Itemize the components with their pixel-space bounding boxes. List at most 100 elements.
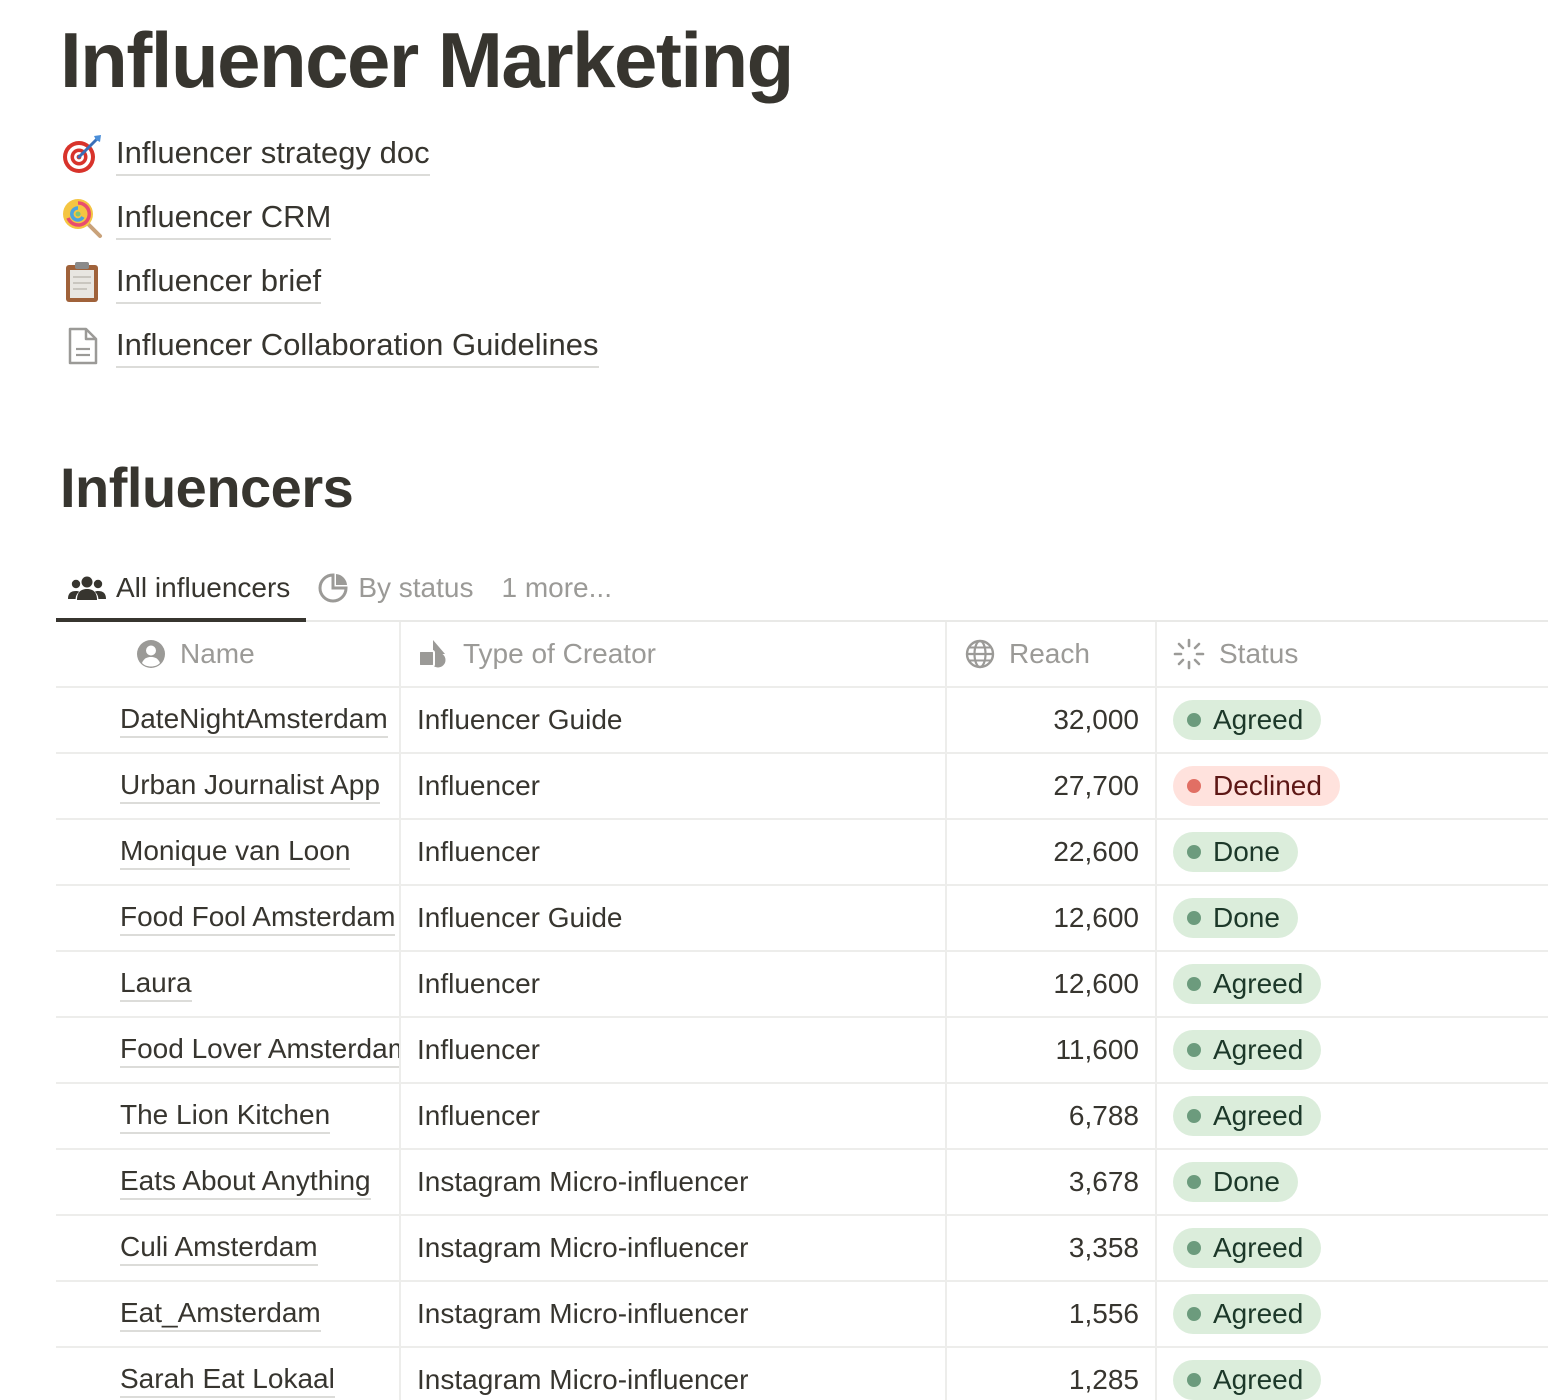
cell-reach[interactable]: 3,678 [947, 1150, 1157, 1214]
status-label: Agreed [1213, 1364, 1304, 1395]
cell-type-of-creator[interactable]: Instagram Micro-influencer [401, 1348, 947, 1400]
page-link-strategy-doc[interactable]: Influencer strategy doc [60, 122, 960, 186]
table-row[interactable]: Eats About Anything Instagram Micro-influ… [56, 1150, 1548, 1216]
status-badge[interactable]: Agreed [1173, 1030, 1322, 1070]
table-row[interactable]: Culi Amsterdam Instagram Micro-influencer… [56, 1216, 1548, 1282]
tab-more-views[interactable]: 1 more... [489, 556, 627, 620]
tab-all-influencers[interactable]: All influencers [56, 556, 307, 622]
cell-name[interactable]: The Lion Kitchen [56, 1084, 401, 1148]
creator-type-value: Instagram Micro-influencer [417, 1298, 749, 1329]
cell-name[interactable]: Eats About Anything [56, 1150, 401, 1214]
table-row[interactable]: Urban Journalist App Influencer 27,700 Decl… [56, 754, 1548, 820]
cell-status[interactable]: Agreed [1157, 1018, 1548, 1082]
cell-status[interactable]: Agreed [1157, 1084, 1548, 1148]
influencer-name-link[interactable]: Culi Amsterdam [120, 1230, 318, 1266]
cell-type-of-creator[interactable]: Influencer [401, 952, 947, 1016]
influencer-name-link[interactable]: Sarah Eat Lokaal [120, 1362, 335, 1398]
influencer-name-link[interactable]: Urban Journalist App [120, 768, 380, 804]
cell-status[interactable]: Agreed [1157, 688, 1548, 752]
cell-reach[interactable]: 6,788 [947, 1084, 1157, 1148]
database-title: Influencers [60, 456, 354, 519]
status-badge[interactable]: Agreed [1173, 1294, 1322, 1334]
influencer-name-link[interactable]: Eats About Anything [120, 1164, 371, 1200]
cell-type-of-creator[interactable]: Influencer [401, 1084, 947, 1148]
table-row[interactable]: Food Lover Amsterdam Influencer 11,600 Agre… [56, 1018, 1548, 1084]
table-row[interactable]: Sarah Eat Lokaal Instagram Micro-influenc… [56, 1348, 1548, 1400]
cell-name[interactable]: Urban Journalist App [56, 754, 401, 818]
table-row[interactable]: Laura Influencer 12,600 Agreed [56, 952, 1548, 1018]
cell-type-of-creator[interactable]: Influencer [401, 754, 947, 818]
influencer-name-link[interactable]: Food Lover Amsterdam [120, 1032, 399, 1068]
cell-name[interactable]: Laura [56, 952, 401, 1016]
influencer-name-link[interactable]: DateNightAmsterdam [120, 702, 388, 738]
status-badge[interactable]: Done [1173, 832, 1298, 872]
influencer-name-link[interactable]: Laura [120, 966, 192, 1002]
cell-reach[interactable]: 11,600 [947, 1018, 1157, 1082]
cell-status[interactable]: Agreed [1157, 1216, 1548, 1280]
status-label: Agreed [1213, 1298, 1304, 1329]
status-badge[interactable]: Done [1173, 1162, 1298, 1202]
cell-name[interactable]: Eat_Amsterdam [56, 1282, 401, 1346]
tab-by-status[interactable]: By status [306, 556, 489, 620]
cell-status[interactable]: Done [1157, 820, 1548, 884]
reach-value: 32,000 [1053, 704, 1139, 735]
creator-type-value: Influencer [417, 770, 540, 801]
cell-name[interactable]: Food Fool Amsterdam [56, 886, 401, 950]
cell-type-of-creator[interactable]: Instagram Micro-influencer [401, 1282, 947, 1346]
target-dart-icon [60, 131, 106, 177]
page-link-guidelines[interactable]: Influencer Collaboration Guidelines [60, 314, 960, 378]
status-badge[interactable]: Agreed [1173, 1360, 1322, 1400]
status-badge[interactable]: Agreed [1173, 964, 1322, 1004]
column-header-label: Status [1219, 638, 1299, 669]
cell-name[interactable]: Monique van Loon [56, 820, 401, 884]
cell-reach[interactable]: 22,600 [947, 820, 1157, 884]
cell-name[interactable]: DateNightAmsterdam [56, 688, 401, 752]
table-row[interactable]: DateNightAmsterdam Influencer Guide 32,000… [56, 688, 1548, 754]
cell-status[interactable]: Done [1157, 886, 1548, 950]
cell-reach[interactable]: 12,600 [947, 952, 1157, 1016]
cell-reach[interactable]: 3,358 [947, 1216, 1157, 1280]
cell-reach[interactable]: 1,556 [947, 1282, 1157, 1346]
influencer-name-link[interactable]: The Lion Kitchen [120, 1098, 331, 1134]
cell-type-of-creator[interactable]: Influencer Guide [401, 886, 947, 950]
cell-status[interactable]: Agreed [1157, 1348, 1548, 1400]
cell-name[interactable]: Culi Amsterdam [56, 1216, 401, 1280]
column-header-reach[interactable]: Reach [947, 622, 1157, 686]
status-badge[interactable]: Done [1173, 898, 1298, 938]
influencer-name-link[interactable]: Food Fool Amsterdam [120, 900, 396, 936]
influencers-table: Name Type of Creator [56, 622, 1548, 1400]
cell-reach[interactable]: 32,000 [947, 688, 1157, 752]
status-badge[interactable]: Agreed [1173, 1228, 1322, 1268]
status-badge[interactable]: Agreed [1173, 700, 1322, 740]
cell-reach[interactable]: 27,700 [947, 754, 1157, 818]
column-header-status[interactable]: Status [1157, 622, 1548, 686]
cell-status[interactable]: Agreed [1157, 952, 1548, 1016]
column-header-type[interactable]: Type of Creator [401, 622, 947, 686]
table-row[interactable]: Food Fool Amsterdam Influencer Guide 12,60… [56, 886, 1548, 952]
reach-value: 12,600 [1053, 968, 1139, 999]
cell-status[interactable]: Done [1157, 1150, 1548, 1214]
page-link-brief[interactable]: Influencer brief [60, 250, 960, 314]
cell-type-of-creator[interactable]: Instagram Micro-influencer [401, 1216, 947, 1280]
page-link-crm[interactable]: Influencer CRM [60, 186, 960, 250]
cell-type-of-creator[interactable]: Instagram Micro-influencer [401, 1150, 947, 1214]
influencer-name-link[interactable]: Eat_Amsterdam [120, 1296, 321, 1332]
table-row[interactable]: Monique van Loon Influencer 22,600 Done [56, 820, 1548, 886]
status-badge[interactable]: Agreed [1173, 1096, 1322, 1136]
column-header-name[interactable]: Name [56, 622, 401, 686]
cell-type-of-creator[interactable]: Influencer Guide [401, 688, 947, 752]
status-label: Agreed [1213, 1100, 1304, 1131]
cell-reach[interactable]: 1,285 [947, 1348, 1157, 1400]
table-row[interactable]: The Lion Kitchen Influencer 6,788 Agreed [56, 1084, 1548, 1150]
cell-status[interactable]: Agreed [1157, 1282, 1548, 1346]
table-row[interactable]: Eat_Amsterdam Instagram Micro-influencer 1… [56, 1282, 1548, 1348]
cell-reach[interactable]: 12,600 [947, 886, 1157, 950]
cell-name[interactable]: Sarah Eat Lokaal [56, 1348, 401, 1400]
creator-type-value: Instagram Micro-influencer [417, 1166, 749, 1197]
cell-name[interactable]: Food Lover Amsterdam [56, 1018, 401, 1082]
cell-type-of-creator[interactable]: Influencer [401, 1018, 947, 1082]
cell-status[interactable]: Declined [1157, 754, 1548, 818]
status-badge[interactable]: Declined [1173, 766, 1340, 806]
cell-type-of-creator[interactable]: Influencer [401, 820, 947, 884]
influencer-name-link[interactable]: Monique van Loon [120, 834, 351, 870]
